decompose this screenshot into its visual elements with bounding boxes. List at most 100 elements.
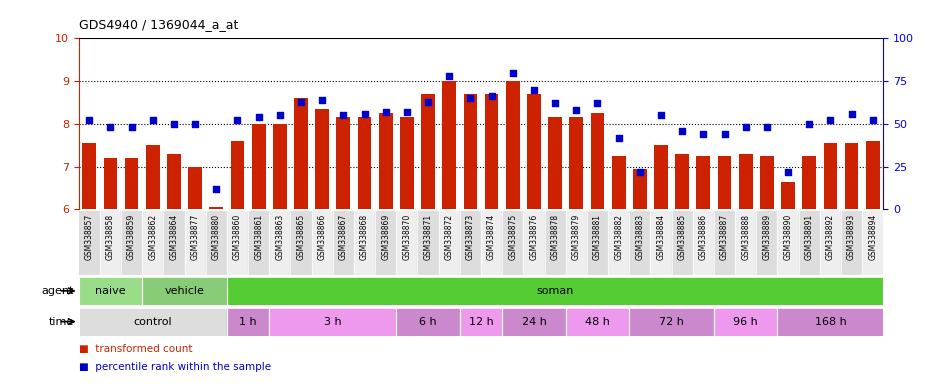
Point — [738, 124, 753, 130]
Bar — [802, 156, 816, 209]
Text: GSM338878: GSM338878 — [550, 214, 560, 260]
Text: soman: soman — [536, 286, 574, 296]
Point — [674, 127, 689, 134]
Point — [590, 100, 605, 106]
Point — [484, 93, 499, 99]
Bar — [739, 154, 753, 209]
Text: GSM338893: GSM338893 — [847, 214, 857, 260]
Text: time: time — [49, 316, 74, 327]
Bar — [506, 81, 520, 209]
Text: GSM338877: GSM338877 — [191, 214, 200, 260]
Bar — [460, 309, 502, 334]
Bar — [125, 158, 139, 209]
Bar — [714, 309, 778, 334]
Bar — [586, 211, 608, 275]
Bar — [227, 278, 883, 304]
Bar — [629, 211, 650, 275]
Bar — [294, 98, 308, 209]
Bar — [460, 211, 481, 275]
Point — [145, 118, 160, 124]
Text: GSM338872: GSM338872 — [445, 214, 454, 260]
Text: 168 h: 168 h — [815, 316, 846, 327]
Bar — [608, 211, 629, 275]
Text: GSM338884: GSM338884 — [657, 214, 665, 260]
Text: GSM338874: GSM338874 — [487, 214, 496, 260]
Text: GSM338866: GSM338866 — [317, 214, 327, 260]
Bar — [778, 211, 798, 275]
Bar — [358, 118, 372, 209]
Text: GSM338865: GSM338865 — [297, 214, 305, 260]
Bar — [820, 211, 841, 275]
Bar — [164, 211, 184, 275]
Bar — [376, 211, 396, 275]
Text: GSM338857: GSM338857 — [85, 214, 93, 260]
Bar — [79, 278, 142, 304]
Point — [802, 121, 817, 127]
Bar — [104, 158, 117, 209]
Bar — [100, 211, 121, 275]
Bar — [570, 118, 583, 209]
Text: GSM338886: GSM338886 — [699, 214, 708, 260]
Bar — [502, 309, 566, 334]
Point — [611, 134, 626, 141]
Text: 3 h: 3 h — [324, 316, 341, 327]
Bar — [633, 169, 647, 209]
Text: GSM338880: GSM338880 — [212, 214, 221, 260]
Bar — [438, 211, 460, 275]
Point — [548, 100, 562, 106]
Bar — [654, 145, 668, 209]
Text: GSM338871: GSM338871 — [424, 214, 433, 260]
Text: 1 h: 1 h — [240, 316, 257, 327]
Bar — [269, 309, 396, 334]
Bar — [142, 278, 227, 304]
Bar — [650, 211, 672, 275]
Point — [866, 118, 881, 124]
Point — [124, 124, 139, 130]
Point — [505, 70, 520, 76]
Point — [272, 112, 287, 118]
Bar — [629, 309, 714, 334]
Text: GSM338875: GSM338875 — [508, 214, 517, 260]
Bar — [866, 141, 880, 209]
Point — [633, 169, 648, 175]
Text: GSM338894: GSM338894 — [869, 214, 877, 260]
Bar — [184, 211, 205, 275]
Text: 24 h: 24 h — [522, 316, 547, 327]
Bar — [481, 211, 502, 275]
Text: GSM338885: GSM338885 — [678, 214, 686, 260]
Bar — [252, 124, 265, 209]
Bar — [590, 113, 604, 209]
Bar — [142, 211, 164, 275]
Text: GSM338868: GSM338868 — [360, 214, 369, 260]
Bar — [400, 118, 413, 209]
Point — [314, 97, 329, 103]
Text: GSM338870: GSM338870 — [402, 214, 412, 260]
Text: control: control — [133, 316, 172, 327]
Text: GSM338879: GSM338879 — [572, 214, 581, 260]
Bar — [485, 94, 499, 209]
Text: GSM338876: GSM338876 — [529, 214, 538, 260]
Text: GSM338889: GSM338889 — [762, 214, 771, 260]
Bar — [290, 211, 312, 275]
Bar — [269, 211, 290, 275]
Bar — [421, 94, 435, 209]
Bar — [167, 154, 180, 209]
Bar — [718, 156, 732, 209]
Bar — [778, 309, 883, 334]
Bar — [463, 94, 477, 209]
Text: agent: agent — [42, 286, 74, 296]
Text: GSM338888: GSM338888 — [741, 214, 750, 260]
Text: GSM338882: GSM338882 — [614, 214, 623, 260]
Bar — [845, 143, 858, 209]
Bar — [121, 211, 142, 275]
Bar — [841, 211, 862, 275]
Text: naive: naive — [95, 286, 126, 296]
Text: GSM338892: GSM338892 — [826, 214, 835, 260]
Point — [781, 169, 796, 175]
Bar — [566, 309, 629, 334]
Bar — [549, 118, 562, 209]
Point — [230, 118, 245, 124]
Point — [654, 112, 669, 118]
Text: GSM338881: GSM338881 — [593, 214, 602, 260]
Text: GSM338883: GSM338883 — [635, 214, 645, 260]
